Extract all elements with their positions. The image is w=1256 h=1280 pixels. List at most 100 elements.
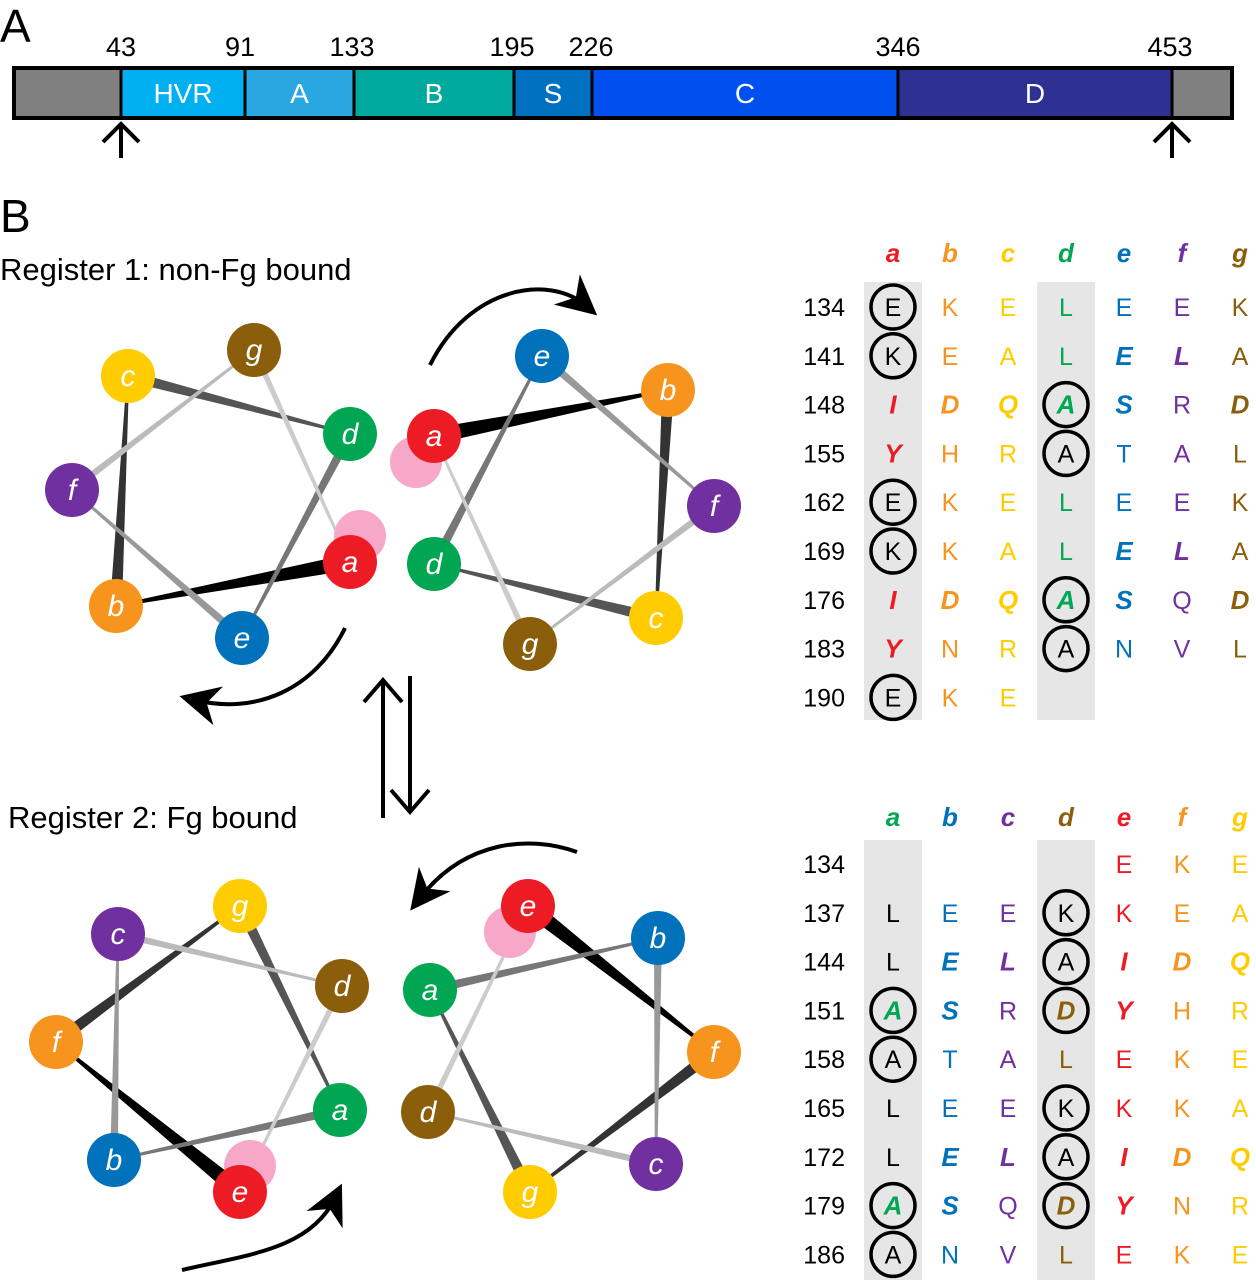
wheel-residue-label: e [534, 340, 551, 373]
residue-cell: S [941, 995, 959, 1025]
residue-cell: D [941, 390, 960, 420]
residue-cell: E [1115, 536, 1133, 566]
residue-cell: Q [998, 585, 1018, 615]
residue-cell: A [1232, 900, 1249, 928]
wheel-residue [687, 1025, 741, 1079]
residue-cell: K [1058, 900, 1075, 928]
residue-cell: D [1231, 585, 1250, 615]
residue-cell: L [1059, 1046, 1073, 1074]
residue-number: 176 [803, 587, 845, 615]
residue-cell: A [1232, 343, 1249, 371]
wheel-residue-label: a [342, 546, 359, 579]
panel-b-label: B [0, 190, 31, 242]
residue-cell: A [1174, 440, 1191, 468]
residue-cell: K [885, 538, 902, 566]
residue-cell: A [885, 1241, 902, 1269]
residue-cell: Y [884, 438, 904, 468]
domain-segment-label: C [735, 78, 755, 109]
residue-cell: I [1120, 947, 1128, 977]
residue-circle-mark [869, 332, 917, 380]
wheel-residue [29, 1015, 83, 1069]
wheel-link [529, 1047, 718, 1193]
wheel-link [432, 435, 533, 646]
wheel-residue-label: d [420, 1096, 438, 1129]
equilibrium-arrows-icon [362, 676, 431, 818]
wheel-link [539, 352, 715, 507]
residue-cell: A [883, 995, 903, 1025]
wheel-residue [101, 349, 155, 403]
residue-number: 186 [803, 1241, 845, 1269]
residue-number: 155 [803, 440, 845, 468]
wheel-residue [313, 1083, 367, 1137]
residue-cell: K [1174, 1241, 1191, 1269]
wheel-link [126, 370, 351, 436]
wheel-residue [215, 611, 269, 665]
residue-circle-mark [1042, 429, 1090, 478]
wheel-residue-label: c [121, 360, 136, 393]
wheel-residue-label: f [710, 1036, 721, 1069]
wheel-residue-label: a [332, 1094, 349, 1127]
core-column-shade [864, 282, 922, 720]
residue-number: 169 [803, 538, 845, 566]
residue-number: 158 [803, 1046, 845, 1074]
heptad-header: c [1001, 238, 1016, 268]
position-label: 43 [106, 32, 136, 62]
domain-segment [896, 66, 1174, 120]
residue-cell: I [889, 585, 897, 615]
residue-cell: E [885, 294, 902, 322]
domain-segment-label: D [1025, 78, 1045, 109]
residue-cell: E [1116, 294, 1133, 322]
wheel-residue-label: b [108, 590, 125, 623]
residue-cell: L [1059, 343, 1073, 371]
position-label: 346 [875, 32, 920, 62]
residue-cell: A [883, 1191, 903, 1221]
residue-cell: R [999, 440, 1017, 468]
domain-segment [1170, 66, 1234, 120]
wheel-link [235, 903, 342, 1111]
wheel-link [71, 489, 245, 642]
wheel-residue [89, 579, 143, 633]
residue-cell: N [1173, 1193, 1191, 1221]
wheel-link [110, 375, 130, 607]
wheel-link [117, 930, 343, 988]
residue-cell: D [941, 585, 960, 615]
heptad-header: f [1178, 238, 1189, 268]
residue-circle-mark [869, 986, 917, 1035]
residue-cell: E [1174, 900, 1191, 928]
wheel-link [523, 899, 715, 1053]
wheel-residue-label: e [232, 1176, 249, 1209]
heptad-header: d [1058, 238, 1075, 268]
residue-cell: R [1173, 392, 1191, 420]
residue-cell: L [886, 1095, 900, 1123]
wheel-residue [91, 907, 145, 961]
residue-cell: L [886, 949, 900, 977]
core-column-shade [864, 840, 922, 1280]
residue-circle-mark [1042, 1181, 1090, 1230]
residue-cell: E [1116, 1046, 1133, 1074]
rotation-arrow-icon [179, 627, 347, 726]
wheel-residue-label: f [68, 474, 79, 507]
wheel-residue-label: c [649, 602, 664, 635]
wheel-residue [501, 879, 555, 933]
heptad-header: d [1058, 802, 1075, 832]
wheel-residue [407, 409, 461, 463]
residue-circle-mark [869, 1230, 917, 1279]
wheel-link [55, 1041, 246, 1199]
residue-cell: K [885, 343, 902, 371]
residue-cell: L [1059, 1241, 1073, 1269]
wheel-link [52, 905, 241, 1047]
residue-cell: Y [884, 634, 904, 664]
heptad-header: e [1117, 802, 1131, 832]
residue-number: 148 [803, 392, 845, 420]
panel-a-label: A [0, 0, 31, 52]
residue-number: 165 [803, 1095, 845, 1123]
residue-cell: K [942, 489, 959, 517]
residue-cell: K [942, 684, 959, 712]
residue-cell: D [1173, 947, 1192, 977]
residue-cell: Q [998, 1193, 1017, 1221]
wheel-link [654, 937, 662, 1165]
residue-cell: S [1115, 390, 1133, 420]
wheel-link [69, 349, 255, 493]
residue-cell: E [1115, 341, 1133, 371]
